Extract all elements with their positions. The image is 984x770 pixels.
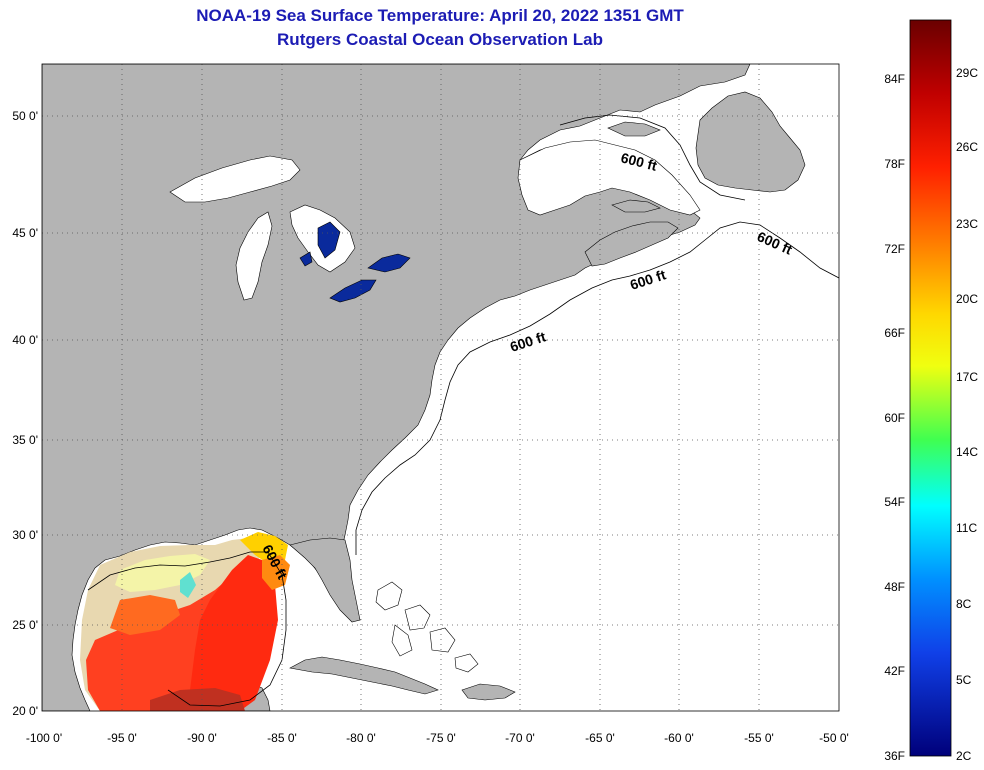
land-newfoundland <box>695 91 806 193</box>
lake-erie <box>329 279 377 303</box>
celsius-label: 20C <box>956 292 978 306</box>
celsius-label: 29C <box>956 66 978 80</box>
lon-tick: -70 0' <box>505 731 535 745</box>
map-subtitle: Rutgers Coastal Ocean Observation Lab <box>277 30 603 49</box>
fahrenheit-label: 84F <box>884 72 905 86</box>
bahamas-islands <box>375 581 479 673</box>
depth-contour-600ft <box>439 221 839 421</box>
land-anticosti <box>607 121 661 137</box>
celsius-label: 26C <box>956 140 978 154</box>
color-bar <box>909 19 952 757</box>
lon-tick: -75 0' <box>426 731 456 745</box>
fahrenheit-label: 78F <box>884 157 905 171</box>
fahrenheit-label: 60F <box>884 411 905 425</box>
lon-tick: -55 0' <box>744 731 774 745</box>
lat-tick: 50 0' <box>12 109 38 123</box>
colorbar-fahrenheit-labels: 84F 78F 72F 66F 60F 54F 48F 42F 36F <box>884 72 905 763</box>
map-frame <box>41 63 840 712</box>
fahrenheit-label: 36F <box>884 749 905 763</box>
fahrenheit-label: 54F <box>884 495 905 509</box>
lon-tick: -95 0' <box>107 731 137 745</box>
colorbar-celsius-labels: 29C 26C 23C 20C 17C 14C 11C 8C 5C 2C <box>956 66 978 763</box>
celsius-label: 11C <box>956 521 977 535</box>
land-cuba <box>289 656 439 695</box>
celsius-label: 17C <box>956 370 978 384</box>
lon-tick: -85 0' <box>267 731 297 745</box>
land-hispaniola <box>461 683 516 701</box>
lake-michigan-south <box>299 251 313 267</box>
lake-ontario <box>367 253 411 273</box>
lon-tick: -90 0' <box>187 731 217 745</box>
map-title: NOAA-19 Sea Surface Temperature: April 2… <box>196 6 684 25</box>
lat-tick: 20 0' <box>12 704 38 718</box>
depth-contour-600ft-south <box>355 419 441 555</box>
lon-tick: -50 0' <box>819 731 849 745</box>
lake-huron-bay <box>317 221 341 259</box>
celsius-label: 14C <box>956 445 978 459</box>
lake-michigan <box>235 211 273 301</box>
celsius-label: 2C <box>956 749 972 763</box>
celsius-label: 23C <box>956 217 978 231</box>
celsius-label: 8C <box>956 597 972 611</box>
lat-tick: 30 0' <box>12 528 38 542</box>
lat-tick: 35 0' <box>12 433 38 447</box>
lat-tick: 25 0' <box>12 618 38 632</box>
land-florida <box>289 537 361 623</box>
lon-tick: -65 0' <box>585 731 615 745</box>
gulf-st-lawrence <box>517 139 701 216</box>
lat-tick: 40 0' <box>12 333 38 347</box>
lon-tick: -80 0' <box>346 731 376 745</box>
fahrenheit-label: 72F <box>884 242 905 256</box>
fahrenheit-label: 42F <box>884 664 905 678</box>
lat-tick-labels: 50 0' 45 0' 40 0' 35 0' 30 0' 25 0' 20 0… <box>12 109 38 718</box>
depth-contour-600ft-north <box>559 114 746 201</box>
lat-tick: 45 0' <box>12 226 38 240</box>
lon-tick: -60 0' <box>664 731 694 745</box>
lon-tick: -100 0' <box>26 731 62 745</box>
fahrenheit-label: 66F <box>884 326 905 340</box>
gulf-sst-data <box>80 532 290 711</box>
lake-superior <box>169 155 301 203</box>
land-pei <box>611 199 661 213</box>
fahrenheit-label: 48F <box>884 580 905 594</box>
lon-tick-labels: -100 0' -95 0' -90 0' -85 0' -80 0' -75 … <box>26 731 849 745</box>
depth-contour-600ft-gulf <box>87 551 287 707</box>
celsius-label: 5C <box>956 673 972 687</box>
